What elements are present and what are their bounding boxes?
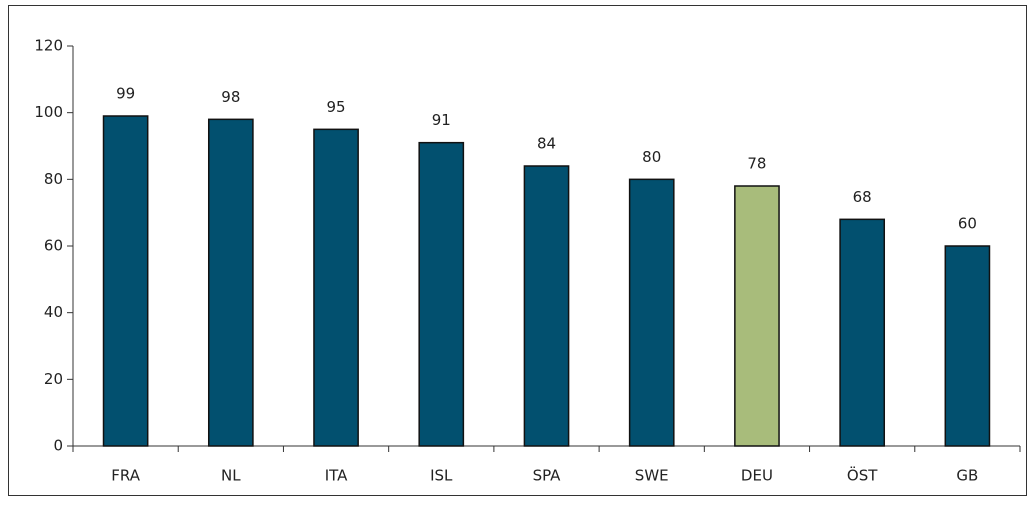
- bar: [839, 218, 886, 447]
- x-tick-label: ÖST: [847, 466, 878, 485]
- bar: [734, 185, 780, 447]
- data-label: 99: [116, 85, 135, 103]
- bar: [102, 115, 149, 447]
- data-label: 80: [642, 148, 661, 166]
- x-tick-label: NL: [221, 467, 241, 485]
- y-tick-label: 120: [34, 37, 63, 55]
- y-tick-label: 100: [34, 103, 63, 121]
- bar: [313, 128, 359, 447]
- data-label: 91: [432, 111, 451, 129]
- x-tick-label: SWE: [635, 467, 669, 485]
- x-tick-label: ISL: [430, 467, 453, 485]
- x-tick-label: FRA: [111, 467, 140, 485]
- data-label: 98: [221, 88, 240, 106]
- y-tick-label: 40: [44, 303, 63, 321]
- data-label: 84: [537, 135, 556, 153]
- x-tick-label: ITA: [325, 467, 348, 485]
- bar: [523, 165, 570, 447]
- y-tick-label: 60: [44, 237, 63, 255]
- x-tick-label: DEU: [741, 467, 773, 485]
- bar: [418, 141, 465, 447]
- bar: [207, 118, 254, 447]
- data-label: 78: [747, 155, 766, 173]
- x-tick-label: GB: [956, 467, 978, 485]
- y-tick-label: 80: [44, 170, 63, 188]
- y-tick-label: 0: [53, 437, 63, 455]
- data-label: 95: [327, 98, 346, 116]
- bar: [944, 245, 991, 447]
- x-tick-label: SPA: [533, 467, 562, 485]
- data-label: 60: [958, 215, 977, 233]
- y-tick-label: 20: [44, 370, 63, 388]
- bar: [628, 178, 675, 447]
- data-label: 68: [853, 188, 872, 206]
